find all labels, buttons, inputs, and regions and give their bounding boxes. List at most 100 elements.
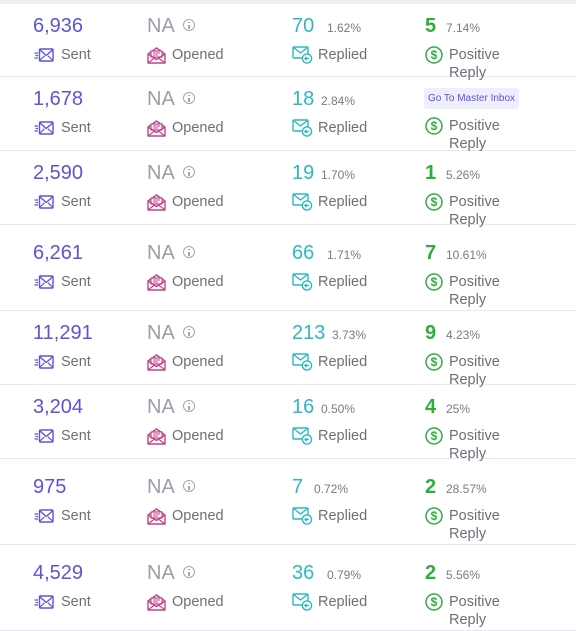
positive-reply-label: Positive Reply [449, 354, 500, 388]
dollar-circle-icon: $ [425, 507, 443, 525]
sent-count: 1,678 [33, 88, 84, 110]
opened-count: NA [147, 562, 175, 584]
positive-reply-label: Positive Reply [449, 194, 500, 228]
replied-label: Replied [318, 508, 368, 524]
reply-mail-icon [292, 593, 313, 611]
replied-count: 19 [292, 162, 315, 184]
sent-count: 975 [33, 476, 67, 498]
info-icon[interactable] [183, 246, 195, 258]
positive-reply-percent: 4.23% [446, 328, 481, 342]
replied-percent: 0.79% [327, 568, 362, 582]
send-mail-icon [34, 48, 54, 62]
replied-label: Replied [318, 428, 368, 444]
positive-reply-count: 7 [425, 242, 437, 264]
reply-mail-icon [292, 427, 313, 445]
info-icon[interactable] [183, 92, 195, 104]
sent-label: Sent [61, 194, 91, 210]
reply-mail-icon [292, 119, 313, 137]
reply-mail-icon [292, 507, 313, 525]
send-mail-icon [34, 195, 54, 209]
positive-reply-label: Positive Reply [449, 508, 500, 542]
table-row: 2,590 Sent NA Opened 19 [0, 151, 576, 228]
opened-label: Opened [172, 47, 224, 63]
replied-percent: 1.62% [327, 21, 362, 35]
open-envelope-icon [147, 507, 166, 525]
positive-reply-count: 4 [425, 396, 437, 418]
send-mail-icon [34, 355, 54, 369]
dollar-circle-icon: $ [425, 593, 443, 611]
sent-count: 6,936 [33, 15, 84, 37]
replied-percent: 0.72% [314, 482, 349, 496]
replied-count: 7 [292, 476, 304, 498]
table-top-border [0, 0, 576, 4]
go-to-master-inbox-button[interactable]: Go To Master Inbox [424, 88, 519, 109]
positive-reply-label: Positive Reply [449, 47, 500, 81]
reply-mail-icon [292, 353, 313, 371]
table-row: 11,291 Sent NA Opened 213 [0, 311, 576, 388]
sent-count: 2,590 [33, 162, 84, 184]
positive-reply-count: 1 [425, 162, 437, 184]
svg-text:$: $ [431, 429, 438, 443]
positive-reply-percent: 25% [446, 402, 471, 416]
positive-reply-count: 5 [425, 15, 437, 37]
info-icon[interactable] [183, 400, 195, 412]
replied-count: 66 [292, 242, 315, 264]
svg-text:$: $ [431, 195, 438, 209]
sent-count: 11,291 [33, 322, 93, 344]
svg-text:$: $ [431, 355, 438, 369]
svg-text:$: $ [431, 595, 438, 609]
info-icon[interactable] [183, 566, 195, 578]
table-row: 975 Sent NA Opened 7 0.7 [0, 459, 576, 545]
sent-label: Sent [61, 428, 91, 444]
positive-reply-label: Positive Reply [449, 118, 500, 152]
svg-text:$: $ [431, 509, 438, 523]
positive-reply-percent: 5.26% [446, 168, 481, 182]
replied-count: 16 [292, 396, 315, 418]
send-mail-icon [34, 275, 54, 289]
positive-reply-count: 2 [425, 562, 437, 584]
table-row: 3,204 Sent NA Opened 16 [0, 385, 576, 462]
sent-label: Sent [61, 354, 91, 370]
replied-percent: 1.71% [327, 248, 362, 262]
sent-label: Sent [61, 594, 91, 610]
replied-label: Replied [318, 594, 368, 610]
opened-label: Opened [172, 428, 224, 444]
opened-label: Opened [172, 194, 224, 210]
send-mail-icon [34, 121, 54, 135]
dollar-circle-icon: $ [425, 353, 443, 371]
sent-count: 3,204 [33, 396, 84, 418]
positive-reply-label: Positive Reply [449, 428, 500, 462]
reply-mail-icon [292, 193, 313, 211]
replied-percent: 2.84% [321, 94, 356, 108]
svg-text:$: $ [431, 275, 438, 289]
replied-count: 213 [292, 322, 326, 344]
replied-count: 70 [292, 15, 315, 37]
send-mail-icon [34, 595, 54, 609]
reply-mail-icon [292, 46, 313, 64]
sent-count: 4,529 [33, 562, 84, 584]
replied-percent: 3.73% [332, 328, 367, 342]
table-row: 1,678 Sent NA Opened 18 [0, 77, 576, 152]
dollar-circle-icon: $ [425, 117, 443, 135]
positive-reply-count: 9 [425, 322, 437, 344]
replied-label: Replied [318, 354, 368, 370]
open-envelope-icon [147, 193, 166, 211]
opened-count: NA [147, 396, 175, 418]
opened-label: Opened [172, 508, 224, 524]
opened-count: NA [147, 88, 175, 110]
opened-count: NA [147, 476, 175, 498]
opened-count: NA [147, 242, 175, 264]
table-row: 6,936 Sent NA Opened 70 [0, 4, 576, 81]
sent-label: Sent [61, 508, 91, 524]
replied-percent: 0.50% [321, 402, 356, 416]
positive-reply-label: Positive Reply [449, 594, 500, 628]
info-icon[interactable] [183, 19, 195, 31]
opened-label: Opened [172, 274, 224, 290]
replied-label: Replied [318, 274, 368, 290]
open-envelope-icon [147, 593, 166, 611]
sent-label: Sent [61, 120, 91, 136]
info-icon[interactable] [183, 480, 195, 492]
info-icon[interactable] [183, 326, 195, 338]
opened-label: Opened [172, 354, 224, 370]
info-icon[interactable] [183, 166, 195, 178]
